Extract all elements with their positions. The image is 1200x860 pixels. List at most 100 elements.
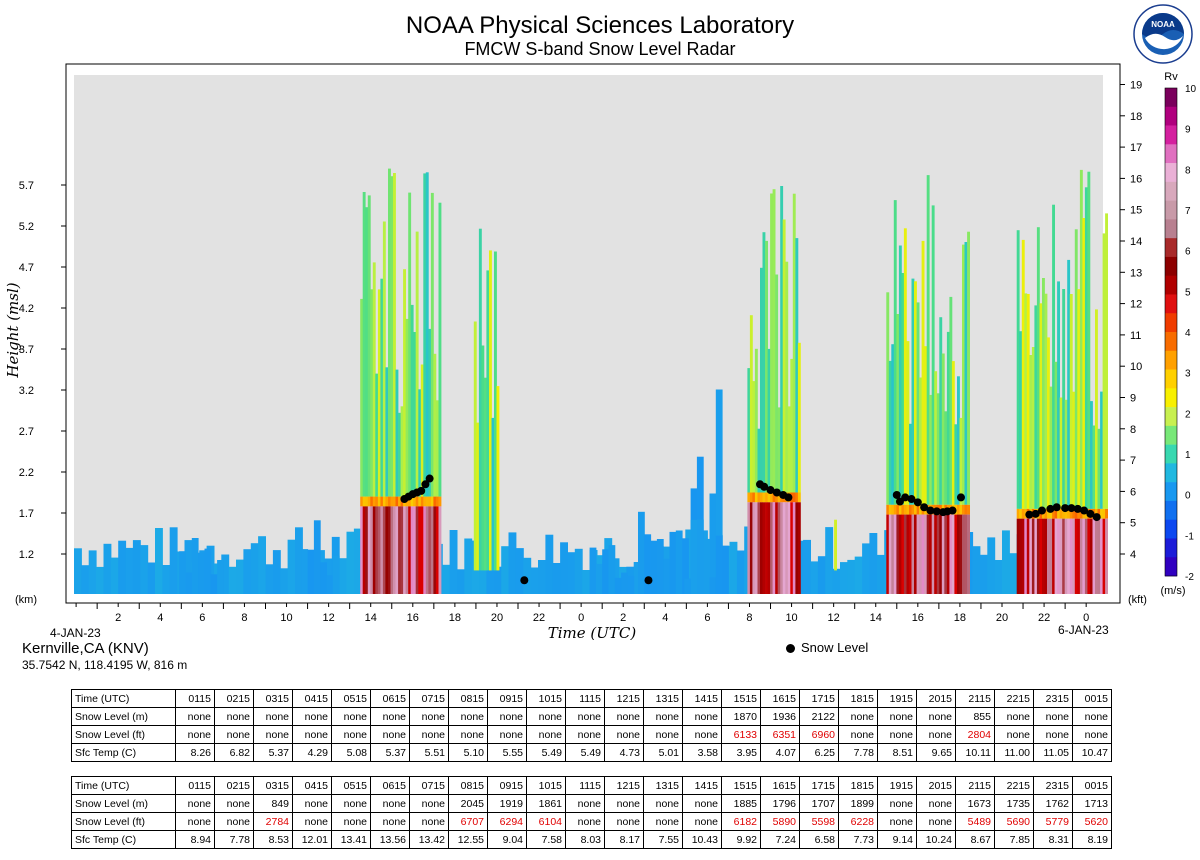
radar-cell bbox=[1069, 518, 1073, 594]
radar-cell bbox=[903, 504, 907, 515]
radar-cell bbox=[382, 496, 386, 507]
snow-level-marker-icon bbox=[786, 644, 795, 654]
radar-cell bbox=[767, 492, 771, 503]
radar-cell bbox=[413, 332, 417, 497]
radar-cell bbox=[754, 348, 758, 493]
colorbar-tick-label: 5 bbox=[1185, 287, 1191, 298]
table-cell: 5.10 bbox=[448, 743, 488, 762]
x-tick-label: 16 bbox=[407, 612, 419, 624]
colorbar-segment bbox=[1165, 557, 1177, 577]
radar-cell bbox=[797, 502, 801, 594]
radar-cell bbox=[962, 244, 965, 505]
radar-cell bbox=[377, 289, 381, 497]
colorbar-segment bbox=[1165, 275, 1177, 295]
radar-cell bbox=[430, 192, 434, 497]
table-cell: 5.51 bbox=[409, 743, 449, 762]
radar-cell bbox=[191, 538, 199, 594]
radar-cell bbox=[413, 506, 417, 594]
radar-cell bbox=[951, 514, 955, 594]
radar-cell bbox=[893, 200, 897, 505]
x-tick-label: 16 bbox=[912, 612, 924, 624]
table-row: Snow Level (ft) none none 2784 none none none n… bbox=[71, 812, 1112, 831]
colorbar-unit: (m/s) bbox=[1160, 585, 1185, 597]
table-cell: none bbox=[877, 812, 917, 831]
radar-cell bbox=[1034, 518, 1038, 594]
radar-cell bbox=[684, 578, 691, 594]
radar-cell bbox=[425, 506, 429, 594]
snow-level-point bbox=[760, 482, 769, 491]
radar-cell bbox=[1105, 508, 1108, 519]
colorbar-segment bbox=[1165, 369, 1177, 389]
radar-cell bbox=[919, 504, 922, 515]
colorbar-segment bbox=[1165, 332, 1177, 352]
radar-cell bbox=[775, 502, 779, 594]
radar-cell bbox=[155, 528, 163, 594]
radar-cell bbox=[790, 358, 794, 493]
radar-cell bbox=[1095, 309, 1098, 509]
radar-cell bbox=[496, 386, 500, 571]
radar-cell bbox=[473, 321, 477, 571]
colorbar-tick-label: 8 bbox=[1185, 165, 1191, 176]
snow-level-point bbox=[520, 576, 529, 585]
radar-cell bbox=[415, 231, 419, 497]
radar-cell bbox=[931, 514, 935, 594]
table-cell: 849 bbox=[253, 794, 293, 813]
radar-cell bbox=[901, 514, 905, 594]
colorbar-segment bbox=[1165, 219, 1177, 239]
radar-cell bbox=[403, 506, 406, 594]
table-cell: 5.37 bbox=[253, 743, 293, 762]
radar-cell bbox=[110, 557, 119, 594]
table-cell: 12.55 bbox=[448, 830, 488, 849]
radar-cell bbox=[951, 361, 955, 505]
table-cell: none bbox=[448, 725, 488, 744]
radar-cell bbox=[1016, 230, 1020, 509]
table-cell: 1936 bbox=[760, 707, 800, 726]
radar-cell bbox=[420, 506, 424, 594]
radar-cell bbox=[367, 195, 371, 497]
radar-cell bbox=[797, 342, 801, 493]
radar-cell bbox=[132, 540, 141, 594]
radar-cell bbox=[909, 514, 912, 594]
table-cell: 2122 bbox=[799, 707, 839, 726]
radar-cell bbox=[81, 565, 90, 594]
radar-cell bbox=[372, 262, 376, 497]
radar-cell bbox=[747, 502, 751, 594]
table-cell: 6351 bbox=[760, 725, 800, 744]
radar-cell bbox=[765, 240, 768, 493]
table-row: Time (UTC) 0115 0215 0315 0415 0515 0615 0715 08… bbox=[71, 776, 1112, 795]
table-cell: none bbox=[643, 725, 683, 744]
radar-cell bbox=[1079, 518, 1083, 594]
radar-cell bbox=[228, 566, 237, 594]
row-label: Sfc Temp (C) bbox=[71, 743, 176, 762]
radar-cell bbox=[939, 514, 943, 594]
radar-cell bbox=[987, 537, 996, 594]
table-cell: none bbox=[175, 794, 215, 813]
y2-tick-label: 7 bbox=[1130, 455, 1136, 467]
radar-cell bbox=[782, 219, 786, 493]
y-axis-label: Height (msl) bbox=[4, 282, 22, 378]
radar-cell bbox=[545, 534, 554, 594]
radar-cell bbox=[1047, 337, 1050, 509]
radar-cell bbox=[433, 496, 437, 507]
radar-cell bbox=[926, 514, 930, 594]
radar-cell bbox=[709, 577, 717, 594]
radar-cell bbox=[377, 496, 381, 507]
radar-cell bbox=[388, 168, 391, 497]
table-cell: none bbox=[1072, 707, 1112, 726]
radar-cell bbox=[909, 504, 912, 515]
radar-cell bbox=[1059, 508, 1063, 519]
radar-cell bbox=[74, 548, 82, 594]
radar-cell bbox=[715, 535, 723, 594]
radar-cell bbox=[967, 514, 970, 594]
radar-cell bbox=[483, 377, 487, 571]
table-cell: 1919 bbox=[487, 794, 527, 813]
table-cell: 0415 bbox=[292, 689, 332, 708]
table-cell: 1885 bbox=[721, 794, 761, 813]
radar-cell bbox=[1026, 294, 1030, 509]
table-cell: none bbox=[370, 725, 410, 744]
radar-cell bbox=[501, 546, 510, 594]
x-tick-label: 4 bbox=[662, 612, 668, 624]
radar-cell bbox=[210, 574, 218, 594]
table-cell: 9.14 bbox=[877, 830, 917, 849]
radar-cell bbox=[428, 328, 432, 497]
